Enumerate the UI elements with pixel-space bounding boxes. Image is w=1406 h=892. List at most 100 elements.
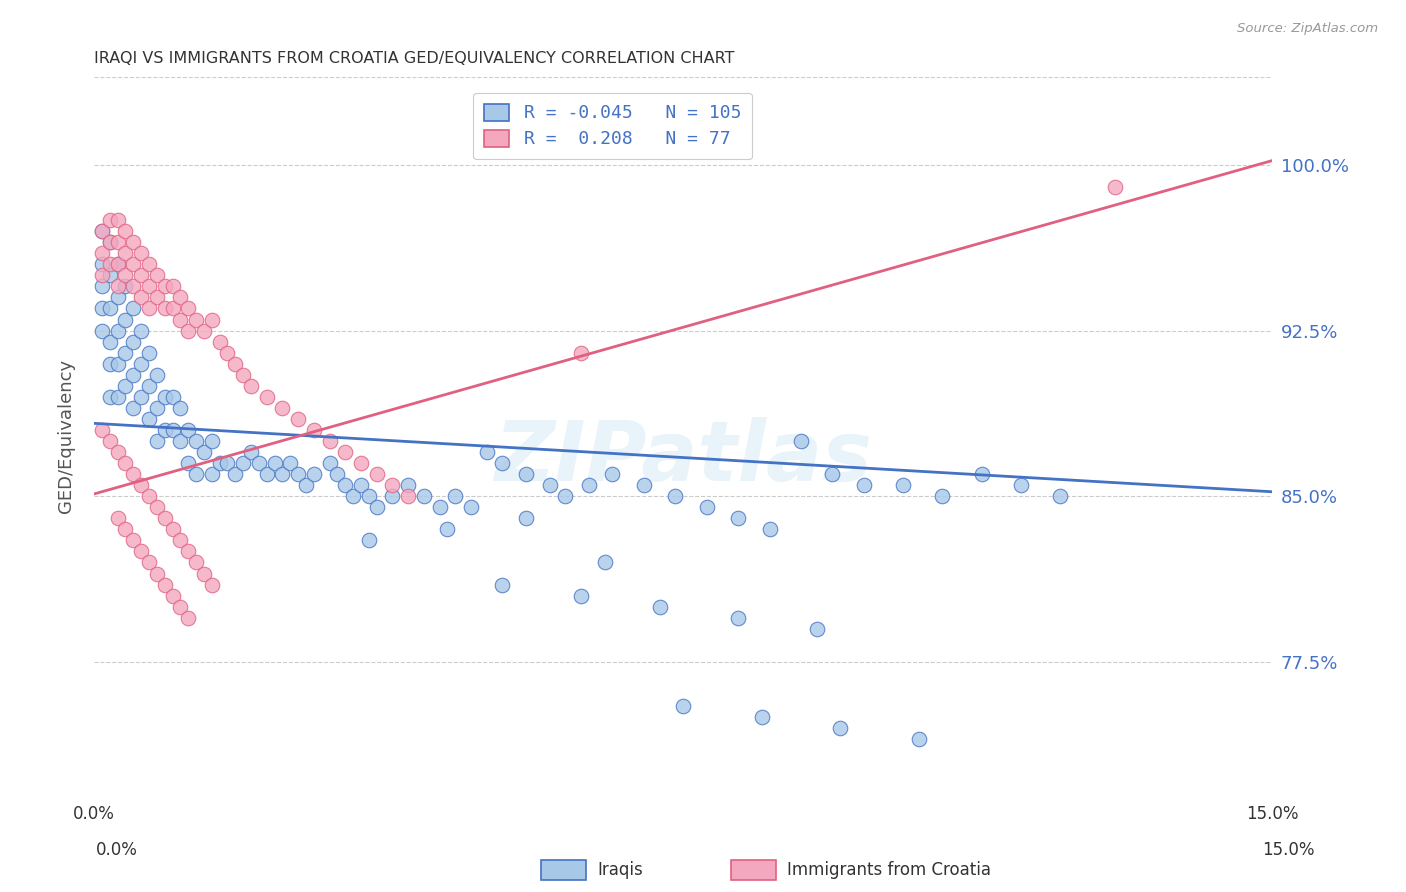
Point bbox=[271, 467, 294, 482]
Point bbox=[326, 467, 349, 482]
Point bbox=[208, 334, 231, 349]
Point bbox=[98, 268, 121, 283]
Point bbox=[193, 445, 215, 459]
Point bbox=[672, 699, 695, 714]
Point bbox=[475, 445, 498, 459]
Point bbox=[138, 279, 160, 293]
Point bbox=[90, 301, 112, 316]
Point bbox=[727, 610, 749, 624]
Point bbox=[146, 566, 169, 581]
Point bbox=[162, 390, 184, 404]
Point bbox=[98, 334, 121, 349]
Y-axis label: GED/Equivalency: GED/Equivalency bbox=[58, 359, 75, 513]
Point bbox=[114, 456, 136, 470]
Point bbox=[107, 235, 129, 250]
Point bbox=[436, 522, 458, 536]
Point bbox=[569, 589, 592, 603]
Point bbox=[578, 478, 600, 492]
Point bbox=[335, 478, 357, 492]
Point bbox=[146, 290, 169, 304]
Point bbox=[153, 301, 176, 316]
Point bbox=[751, 710, 773, 724]
Point bbox=[98, 301, 121, 316]
Point bbox=[256, 467, 278, 482]
Point bbox=[162, 279, 184, 293]
Point bbox=[287, 412, 309, 426]
Point bbox=[271, 401, 294, 415]
Point bbox=[122, 257, 145, 271]
Point bbox=[122, 467, 145, 482]
Point bbox=[98, 357, 121, 371]
Point bbox=[138, 345, 160, 359]
Point bbox=[90, 257, 112, 271]
Point bbox=[444, 489, 467, 503]
Point bbox=[350, 478, 373, 492]
Point bbox=[114, 224, 136, 238]
Point bbox=[107, 511, 129, 525]
Point bbox=[758, 522, 780, 536]
Point bbox=[318, 456, 340, 470]
Point bbox=[201, 312, 224, 326]
Point bbox=[263, 456, 285, 470]
Point bbox=[98, 213, 121, 227]
Point bbox=[821, 467, 844, 482]
Point bbox=[169, 434, 191, 448]
Point bbox=[90, 423, 112, 437]
Point bbox=[366, 467, 388, 482]
Point bbox=[146, 268, 169, 283]
Point bbox=[217, 456, 239, 470]
Point bbox=[602, 467, 624, 482]
Point bbox=[153, 577, 176, 591]
Point bbox=[138, 257, 160, 271]
Point bbox=[107, 279, 129, 293]
Point bbox=[193, 566, 215, 581]
Point bbox=[129, 246, 152, 260]
Point bbox=[122, 334, 145, 349]
Point bbox=[240, 378, 263, 392]
Point bbox=[515, 467, 537, 482]
Point bbox=[491, 456, 513, 470]
Point bbox=[224, 467, 246, 482]
Point bbox=[107, 390, 129, 404]
Point bbox=[538, 478, 561, 492]
Point bbox=[114, 246, 136, 260]
Point bbox=[193, 324, 215, 338]
Point bbox=[366, 500, 388, 515]
Point bbox=[114, 378, 136, 392]
Point bbox=[129, 268, 152, 283]
Point bbox=[970, 467, 993, 482]
Point bbox=[232, 368, 254, 382]
Point bbox=[129, 324, 152, 338]
Point bbox=[138, 556, 160, 570]
Point bbox=[357, 533, 380, 548]
Point bbox=[177, 544, 200, 558]
Point bbox=[295, 478, 318, 492]
Point bbox=[413, 489, 436, 503]
Point bbox=[396, 489, 419, 503]
Point bbox=[232, 456, 254, 470]
FancyBboxPatch shape bbox=[541, 860, 586, 880]
Point bbox=[169, 401, 191, 415]
Point bbox=[90, 268, 112, 283]
Point bbox=[633, 478, 655, 492]
Point bbox=[208, 456, 231, 470]
Point bbox=[1010, 478, 1032, 492]
Point bbox=[177, 456, 200, 470]
Text: Iraqis: Iraqis bbox=[598, 861, 644, 879]
Point bbox=[342, 489, 364, 503]
Point bbox=[122, 533, 145, 548]
Point bbox=[138, 489, 160, 503]
Point bbox=[491, 577, 513, 591]
Point bbox=[217, 345, 239, 359]
Point bbox=[162, 423, 184, 437]
Point bbox=[122, 368, 145, 382]
Point bbox=[280, 456, 302, 470]
Point bbox=[162, 522, 184, 536]
Point bbox=[177, 301, 200, 316]
Point bbox=[138, 412, 160, 426]
Point bbox=[146, 434, 169, 448]
Point bbox=[98, 235, 121, 250]
Point bbox=[98, 235, 121, 250]
Point bbox=[177, 324, 200, 338]
Point bbox=[153, 279, 176, 293]
